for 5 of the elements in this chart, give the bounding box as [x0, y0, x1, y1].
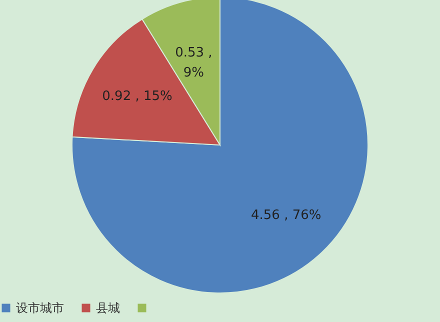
data-label: 4.56 , 76%	[251, 208, 322, 223]
legend-label: 县城	[96, 301, 120, 315]
data-label: 0.53 , 9%	[175, 45, 212, 80]
data-label: 0.92 , 15%	[102, 88, 172, 104]
legend-label: 设市城市	[16, 301, 64, 315]
